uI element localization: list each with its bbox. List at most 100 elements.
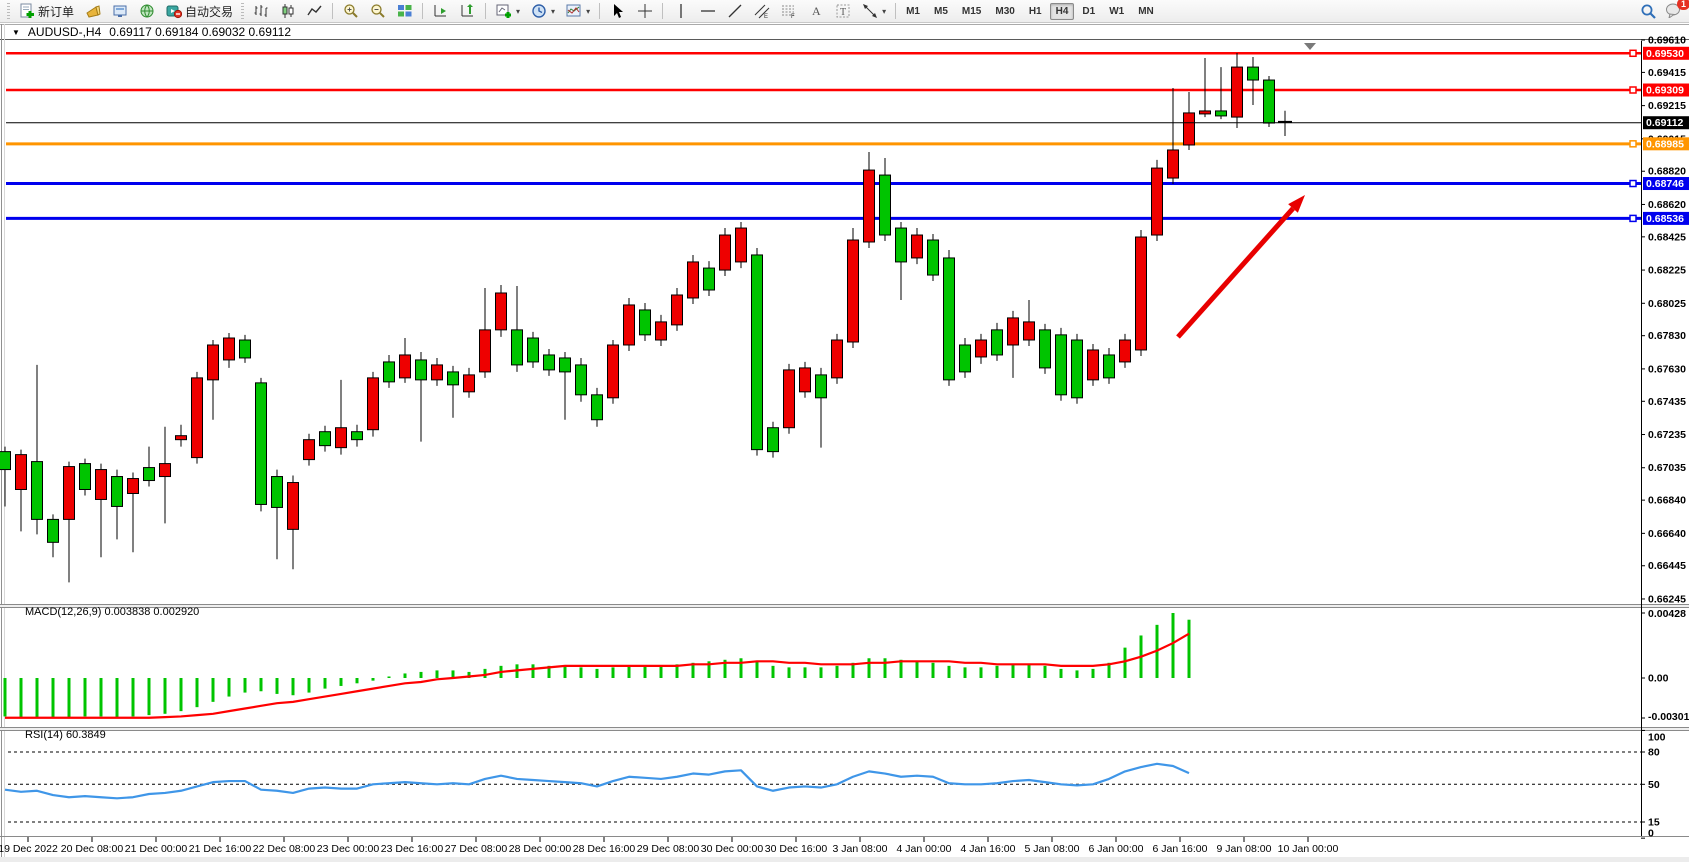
timeframe-mn-button[interactable]: MN	[1138, 5, 1154, 17]
chart-shift-button[interactable]	[454, 2, 481, 20]
time-axis-label: 28 Dec 16:00	[573, 843, 636, 855]
price-axis-label: 0.66245	[1648, 593, 1686, 605]
new-order-label: 新订单	[38, 4, 75, 19]
line-handle[interactable]	[1629, 214, 1637, 223]
chat-button[interactable]: 1	[1665, 0, 1689, 21]
toolbar-separator	[332, 3, 334, 19]
vertical-line-icon	[672, 3, 689, 20]
time-axis-label: 10 Jan 00:00	[1278, 843, 1339, 855]
horizontal-line-icon	[699, 3, 716, 20]
bar-chart-button[interactable]	[247, 2, 274, 20]
timeframe-w1-button[interactable]: W1	[1109, 5, 1125, 17]
auto-scroll-button[interactable]	[427, 2, 454, 20]
line-chart-button[interactable]	[301, 2, 328, 20]
trendline-button[interactable]	[721, 2, 748, 20]
new-chart-icon	[495, 3, 512, 20]
cursor-button[interactable]	[604, 2, 631, 20]
price-axis-label: 0.67235	[1648, 429, 1686, 441]
line-handle[interactable]	[1629, 140, 1637, 148]
auto-scroll-icon	[432, 3, 449, 20]
time-axis-label: 4 Jan 00:00	[897, 843, 952, 855]
price-badge	[1643, 211, 1689, 225]
price-axis-label: 0.68620	[1648, 199, 1686, 211]
text-button[interactable]: A	[802, 2, 829, 20]
line-handle[interactable]	[1629, 179, 1637, 188]
candle	[63, 466, 75, 520]
crosshair-button[interactable]	[631, 2, 658, 20]
toolbar-separator	[895, 3, 897, 19]
line-handle[interactable]	[1629, 49, 1637, 58]
vertical-line-button[interactable]	[667, 2, 694, 20]
candle	[1039, 329, 1051, 369]
trend-arrow[interactable]	[1176, 206, 1295, 339]
toolbar-grip[interactable]	[241, 3, 245, 19]
time-axis-label: 3 Jan 08:00	[833, 843, 888, 855]
zoom-out-button[interactable]	[364, 2, 391, 20]
arrows-button[interactable]: ▾	[856, 2, 891, 20]
rsi-axis-label: 50	[1648, 779, 1660, 791]
toolbar-grip[interactable]	[7, 3, 10, 19]
timeframe-h4-button[interactable]: H4	[1049, 2, 1075, 20]
candle	[1007, 317, 1019, 346]
candlestick-chart-button[interactable]	[274, 2, 301, 20]
fibonacci-button[interactable]: F	[775, 2, 802, 20]
timeframe-d1-button[interactable]: D1	[1082, 5, 1096, 17]
pane-separator[interactable]	[0, 604, 1689, 607]
text-label-button[interactable]: T	[829, 2, 856, 20]
candle	[1183, 112, 1195, 146]
candle	[1023, 321, 1035, 341]
candle	[1263, 79, 1275, 124]
timeframe-m15-button[interactable]: M15	[961, 5, 982, 17]
time-axis-label: 21 Dec 00:00	[125, 843, 188, 855]
zoom-in-icon	[342, 3, 359, 20]
candle	[399, 354, 411, 379]
autotrading-button[interactable]: 自动交易	[160, 2, 238, 20]
horizontal-line-button[interactable]	[694, 2, 721, 20]
zoom-in-button[interactable]	[337, 2, 364, 20]
candle	[223, 337, 235, 361]
timeframe-m1-button[interactable]: M1	[906, 5, 920, 17]
new-order-button[interactable]: 新订单	[13, 2, 79, 20]
candle	[111, 476, 123, 507]
candle	[15, 454, 27, 491]
price-badge-label: 0.69530	[1646, 48, 1684, 60]
rsi-pane-label: RSI(14) 60.3849	[25, 729, 106, 741]
price-axis-label: 0.66445	[1648, 560, 1686, 572]
line-handle[interactable]	[1629, 86, 1637, 94]
market-watch-button[interactable]	[106, 2, 133, 20]
indicators-button[interactable]: ▾	[560, 2, 595, 20]
equidistant-channel-button[interactable]: E	[748, 2, 775, 20]
period-button[interactable]: ▾	[525, 2, 560, 20]
rsi-axis-label: 15	[1648, 816, 1660, 828]
candle	[1151, 167, 1163, 236]
svg-text:T: T	[840, 7, 846, 18]
new-chart-button[interactable]: ▾	[490, 2, 525, 20]
candle	[783, 369, 795, 429]
candle	[767, 427, 779, 453]
svg-text:A: A	[812, 4, 821, 18]
candle	[1247, 66, 1259, 81]
tile-windows-button[interactable]	[391, 2, 418, 20]
candle	[847, 239, 859, 343]
candle	[543, 354, 555, 371]
chart-shift-marker[interactable]	[1304, 43, 1316, 50]
line-chart-icon	[306, 3, 323, 20]
time-axis-label: 6 Jan 00:00	[1089, 843, 1144, 855]
candle	[415, 359, 427, 381]
candle	[1199, 110, 1211, 115]
candle	[975, 339, 987, 358]
timeframe-m30-button[interactable]: M30	[995, 5, 1015, 17]
macd-signal-line	[5, 632, 1190, 719]
main-toolbar: 新订单 自动交易	[0, 0, 1689, 23]
alerts-button[interactable]	[79, 2, 106, 20]
timeframe-h1-button[interactable]: H1	[1028, 5, 1042, 17]
search-icon[interactable]	[1640, 3, 1657, 20]
candle	[655, 321, 667, 341]
community-button[interactable]	[133, 2, 160, 20]
timeframe-m5-button[interactable]: M5	[934, 5, 948, 17]
pane-separator[interactable]	[0, 727, 1689, 730]
price-axis-label: 0.68025	[1648, 298, 1686, 310]
candle	[479, 329, 491, 373]
collapse-arrow-icon[interactable]: ▼	[12, 27, 20, 37]
